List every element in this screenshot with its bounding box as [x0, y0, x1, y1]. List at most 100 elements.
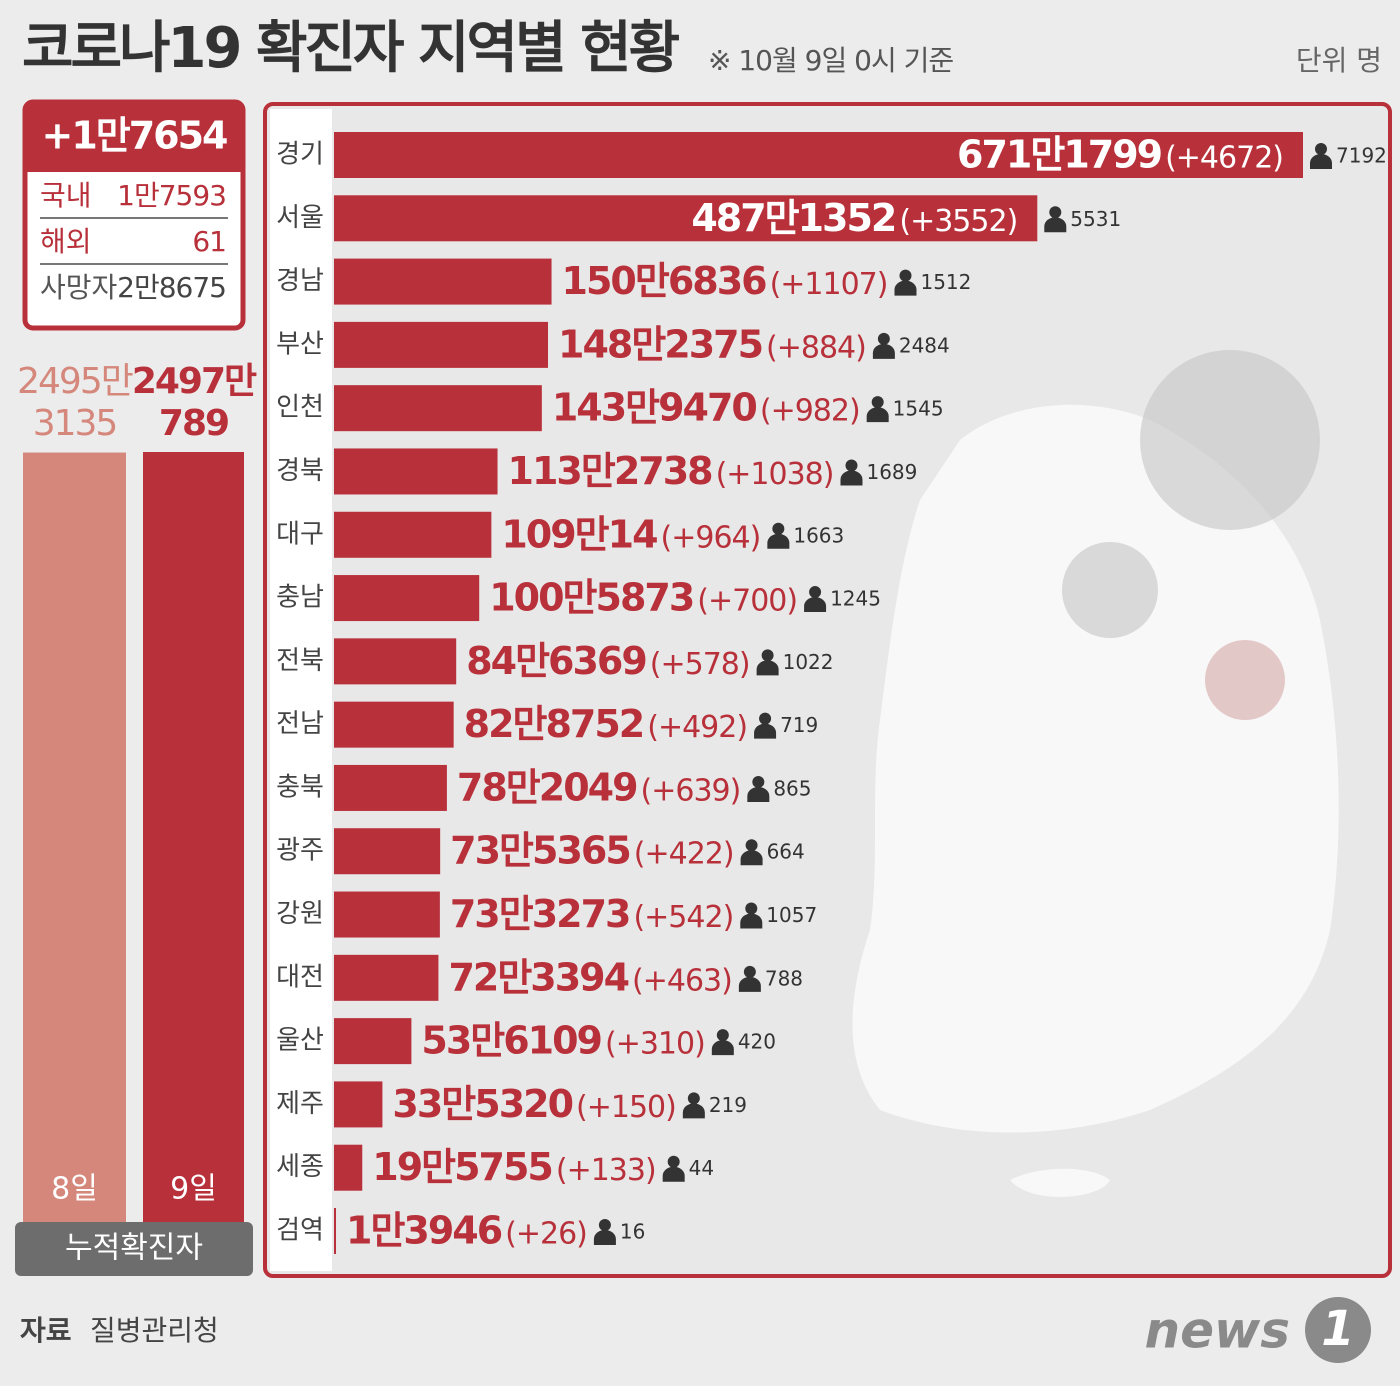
person-body: [593, 1230, 616, 1245]
bar: [23, 452, 126, 1222]
y-tick-label: 대전: [276, 962, 324, 992]
person-body: [767, 533, 790, 549]
bar: [334, 1018, 412, 1065]
person-icon: [754, 712, 777, 739]
deaths-label: 1545: [893, 397, 944, 421]
increase-label: (+884): [766, 330, 866, 365]
y-tick-label: 부산: [276, 329, 324, 359]
value-label: 73만5365: [450, 829, 630, 873]
value-label: 53만6109: [421, 1019, 601, 1063]
y-tick-label: 충남: [276, 583, 324, 613]
person-body: [1044, 217, 1067, 233]
bar: [334, 321, 549, 368]
increase-label: (+150): [576, 1090, 676, 1125]
unit: 단위 명: [1296, 44, 1382, 77]
person-body: [662, 1166, 685, 1182]
person-head: [752, 775, 765, 788]
person-body: [804, 597, 827, 613]
person-head: [598, 1219, 611, 1231]
label-column: [270, 109, 332, 1271]
person-body: [754, 723, 777, 739]
increase-label: (+422): [634, 837, 734, 872]
summary-total: +1만7654: [41, 114, 227, 158]
person-body: [738, 976, 761, 992]
person-head: [667, 1155, 680, 1168]
y-tick-label: 인천: [276, 393, 324, 423]
person-icon: [1044, 206, 1067, 233]
increase-label: (+964): [661, 520, 761, 555]
title: 코로나19 확진자 지역별 현황: [22, 16, 680, 81]
person-icon: [840, 459, 863, 486]
bar: [334, 132, 1303, 178]
deaths-label: 1245: [830, 587, 881, 611]
summary-header: [25, 102, 243, 172]
person-head: [761, 649, 774, 662]
value-label: 73만3273: [450, 892, 630, 936]
person-icon: [767, 522, 790, 549]
person-head: [745, 902, 758, 915]
increase-label: (+578): [650, 647, 750, 682]
increase-label: (+492): [647, 710, 747, 745]
value-label: 143만9470: [552, 386, 757, 430]
deaths-label: 664: [767, 840, 805, 864]
value-label: 72만3394: [448, 955, 628, 999]
person-body: [740, 850, 763, 866]
x-axis-label: 누적확진자: [65, 1231, 203, 1266]
virus-icon: [1205, 640, 1285, 720]
increase-label: (+310): [605, 1027, 705, 1062]
person-head: [871, 396, 884, 409]
deaths-label: 1689: [866, 460, 917, 484]
deaths-label: 16: [620, 1220, 645, 1244]
person-body: [872, 343, 895, 359]
y-tick-label: 대구: [276, 519, 324, 549]
increase-label: (+133): [556, 1153, 656, 1188]
virus-icon: [1140, 350, 1320, 530]
y-tick-label: 경기: [276, 140, 324, 170]
person-icon: [662, 1155, 685, 1182]
person-head: [716, 1029, 729, 1042]
bar: [334, 954, 439, 1001]
person-head: [772, 522, 785, 535]
summary-row-value: 2만8675: [117, 271, 226, 304]
bar: [334, 511, 492, 558]
increase-label: (+1038): [716, 457, 834, 492]
deaths-label: 2484: [899, 333, 950, 357]
increase-label: (+639): [641, 773, 741, 808]
person-body: [711, 1040, 734, 1056]
y-tick-label: 강원: [276, 899, 324, 929]
person-head: [845, 459, 858, 472]
y-tick-label: 경북: [276, 456, 324, 486]
deaths-label: 1663: [793, 523, 844, 547]
bar: [334, 195, 1038, 242]
y-tick-label: 세종: [276, 1152, 324, 1182]
summary-row-value: 61: [192, 225, 226, 258]
y-tick-label: 충북: [276, 772, 324, 802]
x-tick-label: 8일: [51, 1172, 98, 1207]
deaths-label: 219: [709, 1093, 747, 1117]
deaths-label: 7192: [1336, 144, 1387, 168]
logo: news: [1145, 1302, 1290, 1360]
person-body: [740, 913, 763, 929]
person-icon: [866, 396, 889, 423]
bar: [334, 448, 498, 495]
value-label: 82만8752: [464, 702, 644, 746]
person-body: [1310, 154, 1332, 169]
logo-mark-bg: [1305, 1297, 1371, 1363]
person-head: [899, 269, 912, 282]
person-head: [743, 965, 756, 978]
deaths-label: 44: [689, 1156, 714, 1180]
person-icon: [1310, 143, 1332, 169]
y-tick-label: 제주: [276, 1089, 324, 1119]
value-label: 78만2049: [457, 765, 637, 809]
summary-row-value: 1만7593: [117, 179, 226, 212]
person-head: [1315, 143, 1327, 155]
y-tick-label: 전북: [276, 646, 324, 676]
bar: [334, 764, 447, 811]
person-icon: [740, 839, 763, 866]
person-icon: [593, 1219, 616, 1245]
map-island: [1010, 1168, 1110, 1197]
person-head: [809, 586, 822, 599]
increase-label: (+542): [633, 900, 733, 935]
note: ※ 10월 9일 0시 기준: [708, 44, 953, 77]
